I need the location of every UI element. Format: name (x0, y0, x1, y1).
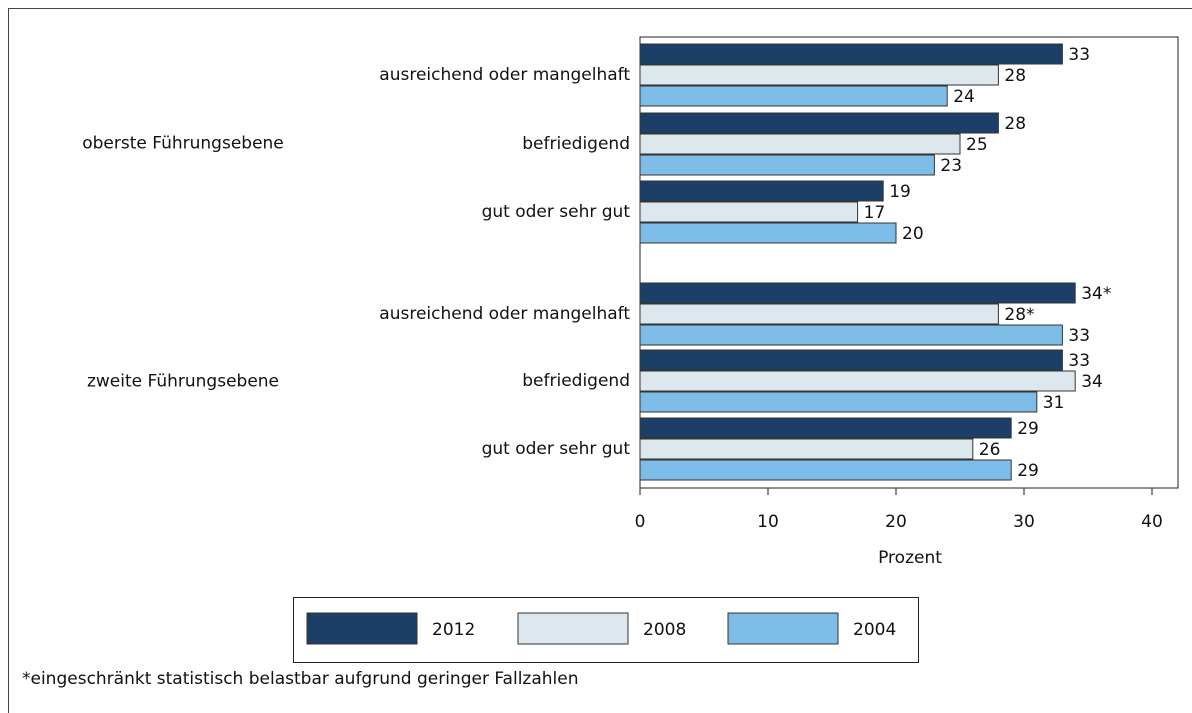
value-label: 33 (1068, 351, 1090, 371)
bar (639, 154, 935, 176)
value-label: 28* (1004, 305, 1034, 325)
x-tick-label: 10 (757, 512, 779, 532)
bar (639, 303, 999, 325)
bar (639, 64, 999, 86)
value-label: 26 (979, 440, 1001, 460)
x-axis-label: Prozent (878, 548, 942, 568)
legend-label: 2004 (853, 620, 896, 640)
bar (639, 282, 1076, 304)
value-label: 23 (940, 156, 962, 176)
value-label: 19 (889, 182, 911, 202)
legend-swatch (727, 612, 839, 645)
legend-swatch (306, 612, 418, 645)
legend-box (293, 597, 919, 663)
value-label: 33 (1068, 45, 1090, 65)
x-tick-label: 0 (635, 512, 646, 532)
bar (639, 201, 859, 223)
bar (639, 133, 961, 155)
bar (639, 370, 1076, 392)
y-tick-label: gut oder sehr gut (482, 202, 631, 222)
bar (639, 324, 1063, 346)
value-label: 29 (1017, 419, 1039, 439)
frame (8, 8, 1192, 713)
plot-frame (639, 36, 1179, 489)
group-label: zweite Führungsebene (87, 371, 279, 391)
x-tick-label: 30 (1013, 512, 1035, 532)
x-tick-label: 20 (885, 512, 907, 532)
value-label: 20 (902, 224, 924, 244)
bar (639, 222, 897, 244)
footnote: *eingeschränkt statistisch belastbar auf… (22, 669, 578, 689)
value-label: 29 (1017, 461, 1039, 481)
value-label: 28 (1004, 66, 1026, 86)
x-tick-label: 40 (1141, 512, 1163, 532)
value-label: 17 (864, 203, 886, 223)
bar (639, 43, 1063, 65)
bar (639, 438, 974, 460)
value-label: 33 (1068, 326, 1090, 346)
legend-label: 2012 (432, 620, 475, 640)
y-tick-label: ausreichend oder mangelhaft (379, 65, 630, 85)
value-label: 31 (1043, 393, 1065, 413)
bar (639, 459, 1012, 481)
value-label: 28 (1004, 114, 1026, 134)
bar (639, 85, 948, 107)
y-tick-label: befriedigend (522, 371, 630, 391)
legend-label: 2008 (643, 620, 686, 640)
bar (639, 112, 999, 134)
bar (639, 349, 1063, 371)
group-label: oberste Führungsebene (82, 134, 284, 154)
value-label: 34 (1081, 372, 1103, 392)
bar (639, 180, 884, 202)
bar (639, 391, 1038, 413)
value-label: 24 (953, 87, 975, 107)
y-tick-label: ausreichend oder mangelhaft (379, 304, 630, 324)
y-tick-label: befriedigend (522, 134, 630, 154)
bar (639, 417, 1012, 439)
legend-swatch (517, 612, 629, 645)
y-tick-label: gut oder sehr gut (482, 439, 631, 459)
value-label: 25 (966, 135, 988, 155)
value-label: 34* (1081, 284, 1111, 304)
